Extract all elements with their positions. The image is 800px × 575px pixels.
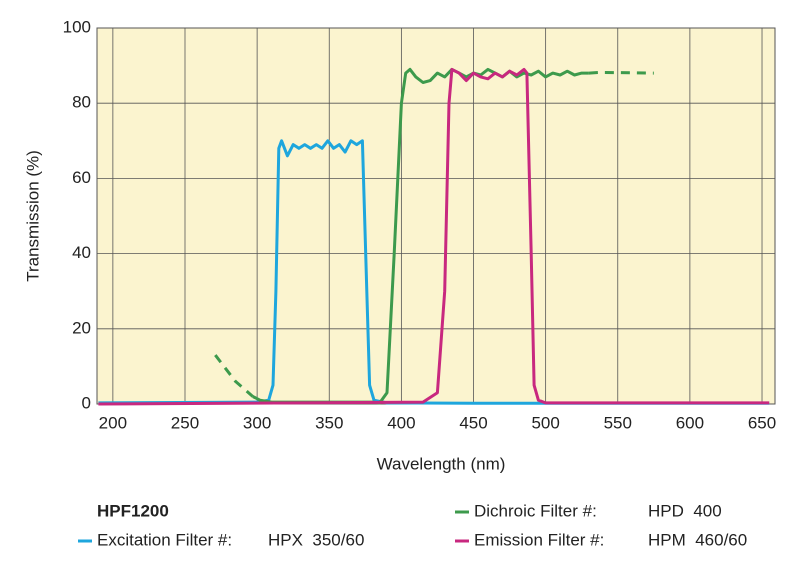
x-tick-label: 550 <box>604 413 632 432</box>
legend-label: Dichroic Filter #: <box>474 501 597 520</box>
plot-area <box>97 28 775 404</box>
y-axis-label: Transmission (%) <box>23 150 42 282</box>
y-tick-label: 60 <box>72 168 91 187</box>
x-tick-label: 650 <box>748 413 776 432</box>
series-line <box>588 70 654 75</box>
y-tick-label: 80 <box>72 93 91 112</box>
y-tick-label: 40 <box>72 243 91 262</box>
x-tick-label: 600 <box>676 413 704 432</box>
legend-label: Emission Filter #: <box>474 530 604 549</box>
y-tick-label: 20 <box>72 318 91 337</box>
legend-filter: HPD 400 <box>648 501 722 520</box>
legend-filter: HPM 460/60 <box>648 530 747 549</box>
legend-filter: HPX 350/60 <box>268 530 364 549</box>
x-tick-label: 200 <box>99 413 127 432</box>
y-tick-label: 100 <box>63 17 91 36</box>
x-tick-label: 400 <box>387 413 415 432</box>
x-tick-label: 250 <box>171 413 199 432</box>
x-axis-label: Wavelength (nm) <box>377 454 506 473</box>
x-tick-label: 500 <box>531 413 559 432</box>
x-tick-label: 350 <box>315 413 343 432</box>
legend-title: HPF1200 <box>97 501 169 520</box>
y-tick-label: 0 <box>82 393 91 412</box>
legend-label: Excitation Filter #: <box>97 530 232 549</box>
series-line <box>98 67 770 406</box>
series-line <box>214 354 254 398</box>
series-line <box>98 139 770 405</box>
x-tick-label: 450 <box>459 413 487 432</box>
series-line <box>252 67 589 405</box>
x-tick-label: 300 <box>243 413 271 432</box>
